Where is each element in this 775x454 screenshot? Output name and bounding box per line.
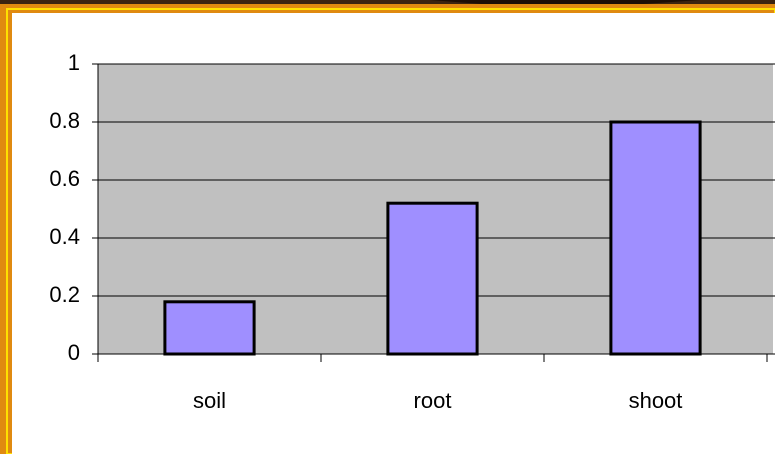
y-tick-label: 0.2: [49, 282, 80, 307]
y-tick-label: 0.6: [49, 166, 80, 191]
bar: [386, 201, 479, 356]
y-tick-label: 0: [68, 340, 80, 365]
y-tick-label: 1: [68, 50, 80, 75]
x-tick-label: root: [414, 388, 452, 413]
y-tick-label: 0.4: [49, 224, 80, 249]
bar: [609, 120, 702, 356]
x-tick-label: shoot: [629, 388, 683, 413]
frame-yellow: [6, 8, 775, 454]
y-tick-label: 0.8: [49, 108, 80, 133]
x-tick-label: soil: [193, 388, 226, 413]
bar: [163, 300, 256, 356]
